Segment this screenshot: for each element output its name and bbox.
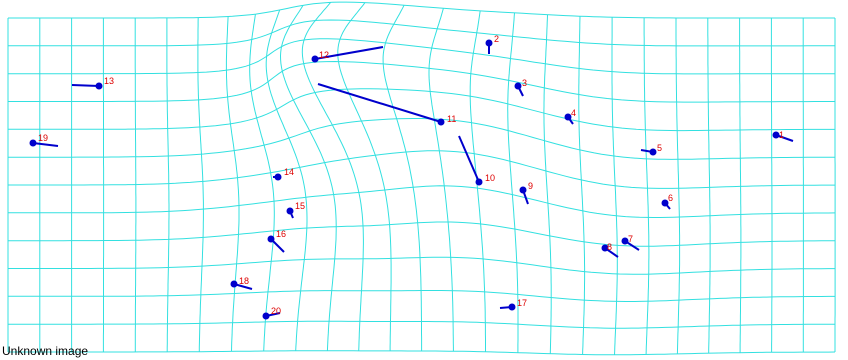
grid-line-vertical [337,2,392,351]
landmark-label-13: 13 [104,76,114,86]
grid-line-horizontal [8,221,836,247]
grid-line-vertical [225,16,240,352]
grid-line-vertical [469,10,486,352]
displacement-vector-10 [458,135,480,183]
grid-line-vertical [301,2,364,351]
landmark-label-9: 9 [528,181,533,191]
landmark-points [29,39,780,320]
landmark-point-4 [564,113,572,121]
landmark-label-6: 6 [668,193,673,203]
grid-line-vertical [611,17,618,355]
grid-line-horizontal [8,118,835,160]
displacement-vectors [32,43,794,317]
landmark-point-8 [601,244,609,252]
landmark-label-1: 1 [779,130,784,140]
landmark-label-2: 2 [494,34,499,44]
landmark-label-19: 19 [38,133,48,143]
grid-line-vertical [166,17,170,352]
displacement-vector-12 [314,46,384,60]
landmark-label-7: 7 [628,234,633,244]
grid-line-vertical [739,18,742,353]
grid-line-vertical [643,17,650,355]
landmark-label-20: 20 [271,306,281,316]
grid-line-vertical [382,4,423,351]
landmark-point-10 [475,178,483,186]
grid-line-horizontal [8,38,835,75]
landmark-point-6 [661,199,669,207]
landmark-point-12 [311,55,319,63]
displacement-vector-11 [317,83,442,123]
landmark-point-19 [29,139,37,147]
landmark-point-5 [649,148,657,156]
landmark-point-14 [274,173,282,181]
grid-line-horizontal [8,1,835,19]
landmark-point-17 [508,303,516,311]
landmark-label-10: 10 [485,173,495,183]
landmark-label-4: 4 [571,108,576,118]
grid-line-vertical [507,12,519,353]
landmark-label-17: 17 [517,298,527,308]
grid-line-vertical [578,16,586,355]
landmark-point-9 [519,186,527,194]
grid-line-vertical [428,8,454,352]
grid-line-vertical [675,18,681,354]
displacement-vector-13 [71,84,100,87]
landmark-label-12: 12 [319,50,329,60]
landmark-point-20 [262,312,270,320]
landmark-label-8: 8 [607,242,612,252]
landmark-label-11: 11 [447,114,456,124]
grid-line-vertical [707,18,711,354]
grid-line-vertical [197,17,204,352]
landmark-point-15 [286,207,294,215]
grid-line-vertical [279,5,337,351]
landmark-point-11 [437,118,445,126]
grid-line-horizontal [8,350,836,356]
grid-line-horizontal [8,185,836,218]
landmark-label-3: 3 [522,78,527,88]
landmark-point-7 [621,237,629,245]
grid-line-vertical [543,14,552,354]
displacement-vector-19 [32,142,59,147]
landmark-label-15: 15 [295,201,305,211]
grid-line-horizontal [8,88,835,132]
grid-line-vertical [265,9,308,351]
grid-line-horizontal [8,60,835,103]
landmark-point-2 [485,39,493,47]
grid-line-vertical [770,18,773,353]
landmark-label-14: 14 [284,167,294,177]
image-caption: Unknown image [2,344,89,358]
landmark-label-5: 5 [657,143,662,153]
landmark-point-18 [230,280,238,288]
landmark-point-16 [267,235,275,243]
landmark-point-3 [514,82,522,90]
grid-line-vertical [134,18,137,352]
landmark-label-18: 18 [239,276,249,286]
grid-line-horizontal [8,19,835,47]
grid-line-horizontal [8,256,836,275]
deformation-grid [7,1,836,356]
grid-line-vertical [249,14,275,352]
landmark-point-1 [772,131,780,139]
landmark-label-16: 16 [276,229,286,239]
landmark-point-13 [95,82,103,90]
